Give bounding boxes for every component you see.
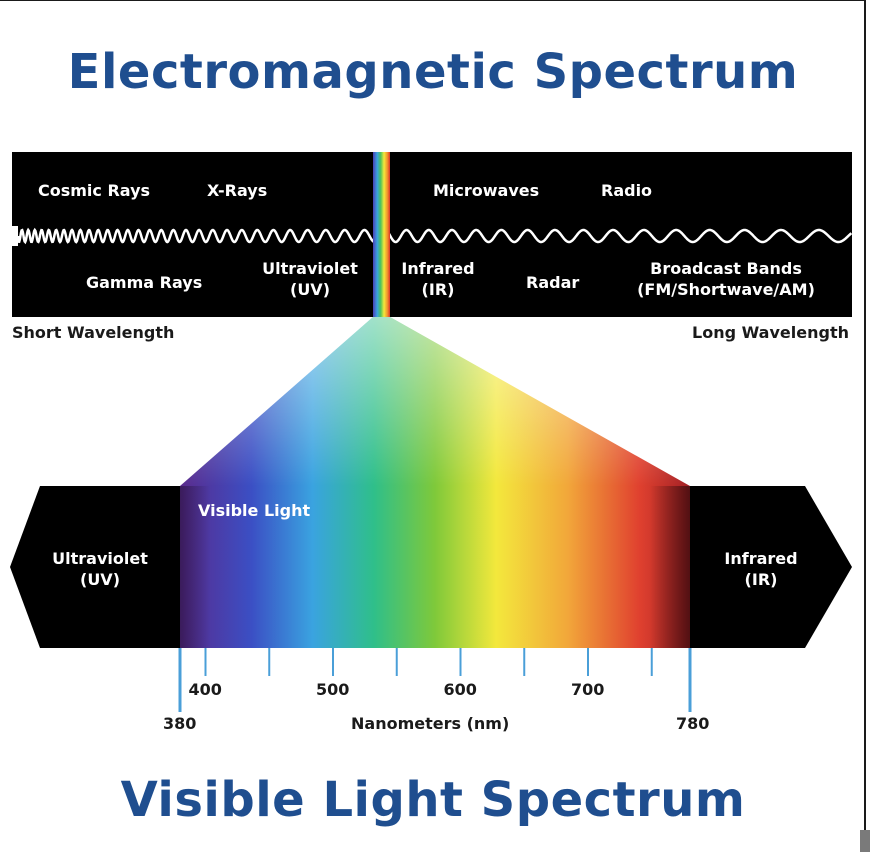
label-microwaves: Microwaves (433, 181, 540, 200)
visible-light-fan-fade (180, 317, 690, 486)
axis-end-label: 780 (676, 714, 710, 733)
broadcast-line2: (FM/Shortwave/AM) (637, 280, 815, 299)
ultraviolet-em-line1: Ultraviolet (262, 259, 358, 278)
axis-start-label: 380 (163, 714, 197, 733)
nanometer-ticks (178, 648, 692, 712)
tick-label-700: 700 (571, 680, 605, 699)
label-infrared-visible: Infrared (IR) (716, 548, 806, 590)
label-gamma-rays: Gamma Rays (86, 273, 203, 292)
label-x-rays: X-Rays (207, 181, 268, 200)
tick-label-600: 600 (443, 680, 477, 699)
infrared-visible-line2: (IR) (744, 570, 778, 589)
wavelength-wave (16, 227, 853, 245)
em-spectrum-title: Electromagnetic Spectrum (67, 44, 799, 100)
short-wavelength-label: Short Wavelength (12, 323, 175, 342)
label-ultraviolet-em: Ultraviolet (UV) (252, 258, 368, 300)
visible-light-label: Visible Light (198, 501, 311, 520)
label-radio: Radio (601, 181, 653, 200)
label-broadcast: Broadcast Bands (FM/Shortwave/AM) (628, 258, 824, 300)
visible-spectrum-title: Visible Light Spectrum (120, 772, 746, 828)
ultraviolet-visible-line1: Ultraviolet (52, 549, 148, 568)
axis-title: Nanometers (nm) (351, 714, 510, 733)
tick-label-400: 400 (188, 680, 222, 699)
ultraviolet-em-line2: (UV) (290, 280, 330, 299)
visible-column (373, 152, 390, 317)
infrared-visible-line1: Infrared (724, 549, 798, 568)
corner-mark (860, 830, 870, 852)
wave-start-block (12, 226, 18, 246)
ultraviolet-visible-line2: (UV) (80, 570, 120, 589)
infrared-em-line2: (IR) (421, 280, 455, 299)
label-infrared-em: Infrared (IR) (396, 258, 480, 300)
visible-bar-edge-right (650, 486, 690, 648)
label-cosmic-rays: Cosmic Rays (38, 181, 151, 200)
tick-label-500: 500 (316, 680, 350, 699)
infrared-em-line1: Infrared (401, 259, 475, 278)
visible-bar-edge-left (180, 486, 210, 648)
label-ultraviolet-visible: Ultraviolet (UV) (40, 548, 160, 590)
label-radar: Radar (526, 273, 580, 292)
broadcast-line1: Broadcast Bands (650, 259, 802, 278)
visible-spectrum-bar (180, 486, 690, 648)
long-wavelength-label: Long Wavelength (692, 323, 849, 342)
